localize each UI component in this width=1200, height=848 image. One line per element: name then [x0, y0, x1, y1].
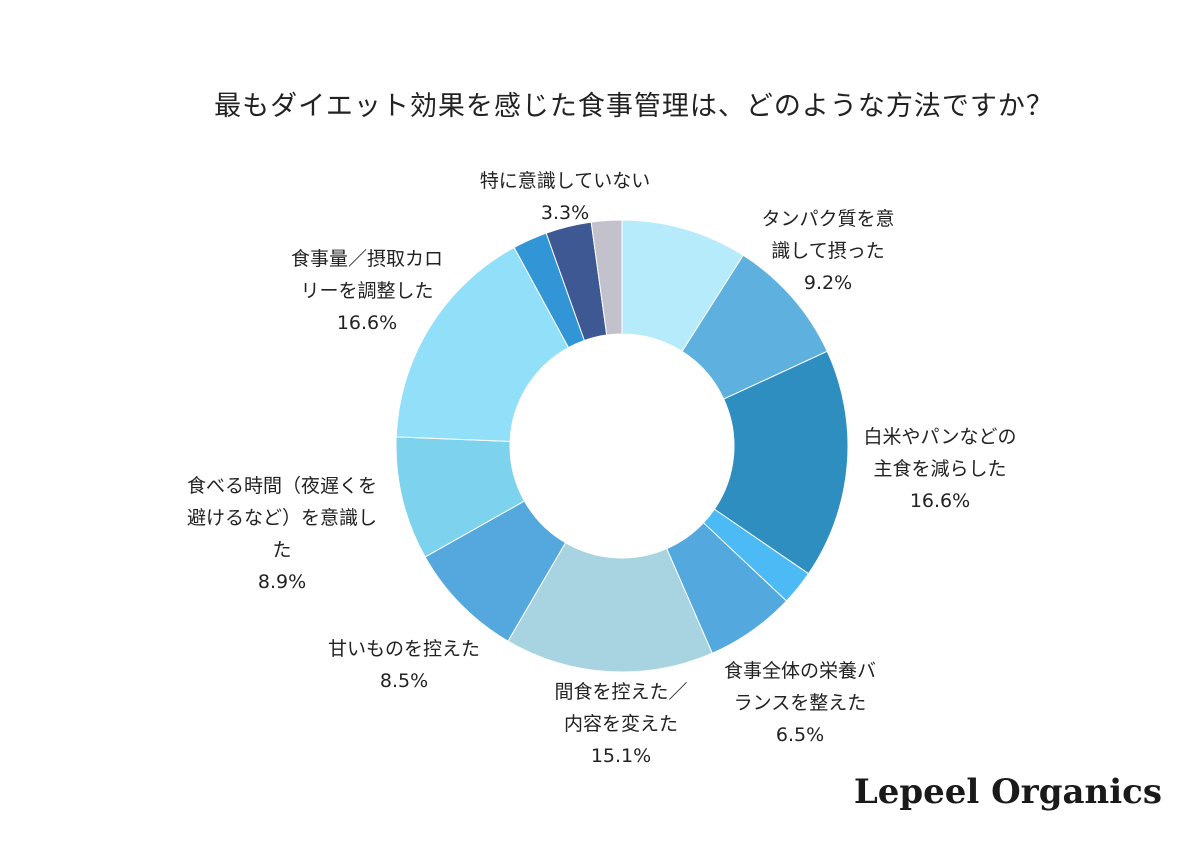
- slice-value-label: 3.3%: [540, 202, 590, 224]
- slice-label-text: 主食を減らした: [873, 458, 1007, 480]
- slice-label-10: 特に意識していない 3.3%: [480, 165, 650, 229]
- slice-value-label: 8.5%: [379, 670, 429, 692]
- slice-label-text: 甘いものを控えた: [327, 638, 481, 660]
- slice-label-text: 食べる時間（夜遅くを: [186, 475, 378, 497]
- slice-label-4: 食事全体の栄養バ ランスを整えた 6.5%: [724, 655, 876, 751]
- slice-label-6: 甘いものを控えた 8.5%: [328, 633, 480, 697]
- slice-label-text: 識して摂った: [771, 240, 885, 262]
- slice-value-label: 8.9%: [257, 571, 307, 593]
- slice-label-text: 間食を控えた／: [554, 681, 688, 703]
- slice-label-text: 食事全体の栄養バ: [723, 660, 877, 682]
- slice-label-text: 避けるなど）を意識し: [186, 507, 378, 529]
- slice-value-label: 15.1%: [590, 745, 652, 767]
- slice-label-text: ランスを整えた: [733, 692, 867, 714]
- slice-label-7: 食べる時間（夜遅くを 避けるなど）を意識した 8.9%: [187, 470, 377, 598]
- chart-title: 最もダイエット効果を感じた食事管理は、どのような方法ですか？: [214, 91, 1054, 122]
- pie-slice-11: [590, 219, 623, 336]
- slice-label-text: 特に意識していない: [479, 170, 651, 192]
- pie-slice-2: [713, 350, 849, 575]
- slice-label-text: 食事量／摂取カロ: [290, 248, 444, 270]
- slice-label-5: 間食を控えた／ 内容を変えた 15.1%: [554, 676, 687, 772]
- pie-slice-8: [395, 246, 570, 442]
- slice-label-1: タンパク質を意 識して摂った 9.2%: [761, 203, 894, 299]
- slice-value-label: 16.6%: [909, 490, 971, 512]
- slice-label-text: 内容を変えた: [563, 713, 679, 735]
- slice-label-text: リーを調整した: [300, 280, 434, 302]
- pie-slice-5: [507, 542, 713, 673]
- slice-value-label: 6.5%: [775, 724, 825, 746]
- slice-label-8: 食事量／摂取カロ リーを調整した 16.6%: [291, 243, 443, 339]
- slice-label-text: 白米やパンなどの: [863, 426, 1017, 448]
- slice-label-text: タンパク質を意: [761, 208, 895, 230]
- slice-value-label: 9.2%: [803, 272, 853, 294]
- slice-value-label: 16.6%: [336, 312, 398, 334]
- brand-logo: Lepeel Organics: [853, 772, 1162, 812]
- slice-label-2: 白米やパンなどの 主食を減らした 16.6%: [864, 421, 1017, 517]
- slice-label-text: た: [272, 539, 292, 561]
